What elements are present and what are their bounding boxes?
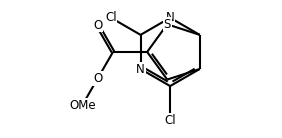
- Text: N: N: [136, 63, 145, 75]
- Text: O: O: [93, 72, 102, 85]
- Text: Cl: Cl: [164, 114, 176, 127]
- Text: Cl: Cl: [105, 11, 117, 24]
- Text: O: O: [93, 19, 102, 32]
- Text: N: N: [166, 11, 175, 24]
- Text: OMe: OMe: [69, 99, 96, 112]
- Text: S: S: [164, 18, 171, 31]
